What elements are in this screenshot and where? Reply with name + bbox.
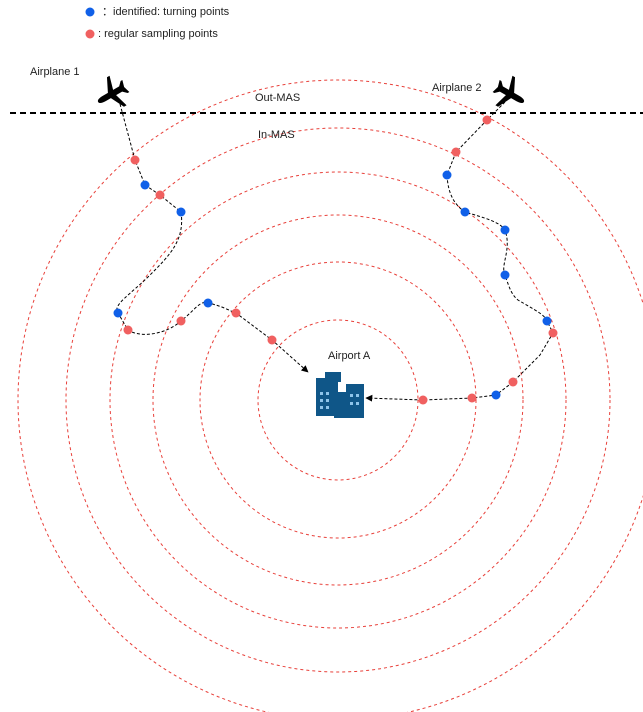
legend-sampling: : regular sampling points (98, 28, 218, 40)
airplane-2-label: Airplane 2 (432, 82, 482, 94)
legend-turning-dot (85, 7, 95, 17)
airport-label: Airport A (328, 350, 371, 362)
airport-icon (316, 372, 364, 418)
airplane-1-icon (97, 75, 130, 107)
rings (17, 79, 643, 712)
sampling-points (123, 115, 558, 405)
track-1 (116, 103, 309, 373)
turning-points (113, 170, 552, 400)
out-mas-label: Out-MAS (255, 92, 300, 104)
legend-turning: ：identified: turning points (102, 6, 230, 18)
airplane-2-icon (492, 75, 525, 107)
airplane-1-label: Airplane 1 (30, 66, 80, 78)
track-2 (365, 101, 554, 402)
in-mas-label: In-MAS (258, 129, 295, 141)
legend-sampling-dot (85, 29, 95, 39)
